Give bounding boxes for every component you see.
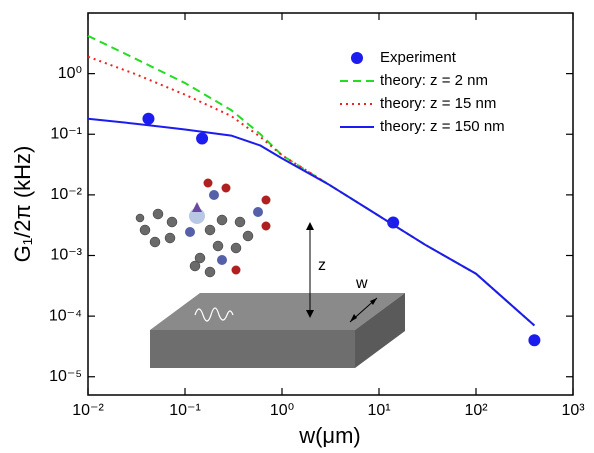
legend-label: theory: z = 150 nm [380, 118, 505, 135]
y-tick-label: 10⁻⁵ [49, 368, 82, 385]
legend-label: theory: z = 2 nm [380, 72, 488, 89]
y-axis-label: G₁/2π (kHz) [10, 146, 35, 263]
annotation: w [355, 275, 368, 292]
y-tick-label: 10⁻⁴ [49, 307, 82, 324]
legend-label: Experiment [380, 49, 457, 66]
chart: z w w(μm) G₁/2π (kHz) 10⁻² 10⁻¹ 10⁰ 10¹ 10² 1… [0, 0, 594, 453]
legend-marker [351, 52, 363, 64]
y-tick-label: 10⁻² [50, 186, 82, 203]
legend-label: theory: z = 15 nm [380, 95, 496, 112]
x-tick-label: 10⁻² [72, 402, 104, 419]
y-tick-label: 10⁻¹ [50, 125, 82, 142]
point [196, 133, 208, 145]
x-axis-label: w(μm) [298, 423, 361, 448]
x-tick-label: 10⁻¹ [169, 402, 201, 419]
x-tick-label: 10² [464, 402, 488, 419]
point [142, 113, 154, 125]
y-tick-label: 10⁻³ [50, 247, 82, 264]
point [528, 334, 540, 346]
x-tick-label: 10³ [561, 402, 585, 419]
y-tick-label: 10⁰ [58, 65, 82, 82]
x-tick-label: 10⁰ [270, 402, 294, 419]
x-tick-label: 10¹ [367, 402, 390, 419]
annotation: z [318, 257, 326, 274]
